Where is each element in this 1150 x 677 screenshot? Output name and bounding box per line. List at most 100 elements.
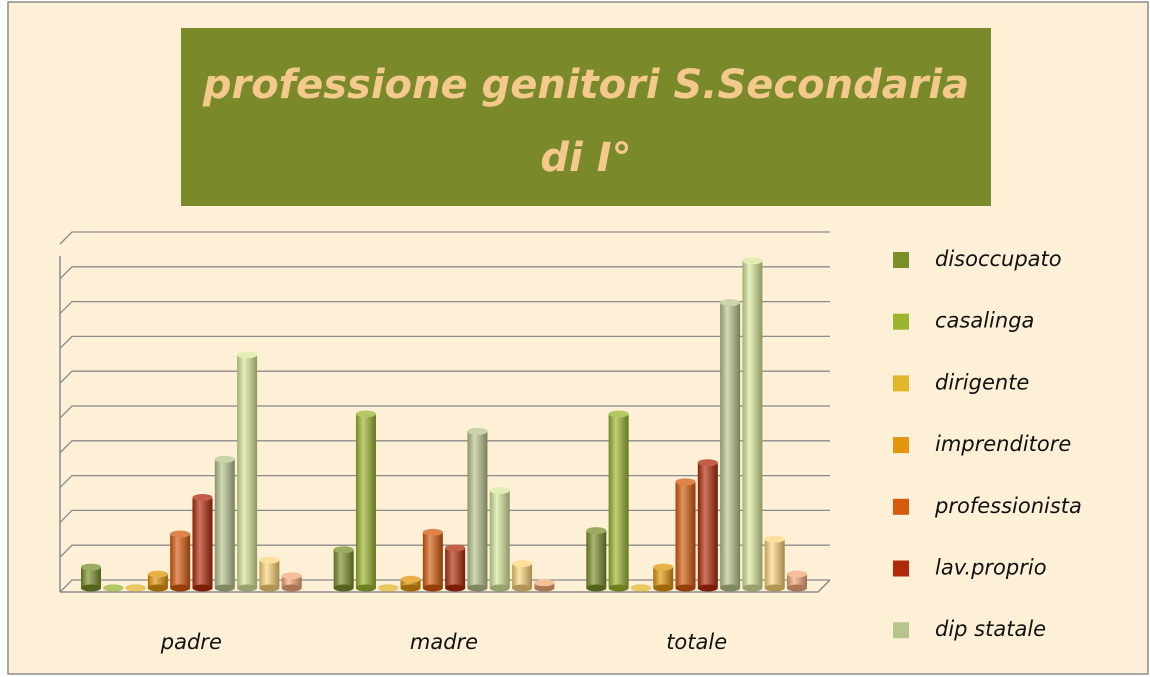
grid-line [59,335,830,349]
bar-base [281,584,302,592]
grid-line [59,440,830,454]
bar-top [630,584,651,592]
legend-swatch [893,313,909,330]
legend-label: dip statale [935,617,1046,641]
bar-top [697,459,718,467]
grid-line [59,544,830,558]
bar [214,459,235,588]
bar-top [512,560,533,568]
bar-top [653,563,674,571]
bar-base [467,584,488,592]
bar-base [214,584,235,592]
bar-top [467,427,488,435]
legend-swatch [893,252,909,268]
bar-top [742,257,763,265]
bar-base [608,584,629,592]
bar-base [489,584,510,592]
bar-top [608,410,629,418]
grid-line [59,405,830,419]
bar-top [378,584,399,592]
bar-top [489,487,510,495]
legend-label: professionista [934,494,1082,518]
bar-top [422,528,443,536]
bar [192,497,213,588]
bar-top [400,575,421,583]
bar-base [697,584,718,592]
bar [237,354,258,588]
grid-line [59,231,830,245]
bar-base [259,584,280,592]
legend-swatch [893,622,909,639]
bar-base [147,584,168,592]
chart-title: professione genitori S.Secondaria [202,62,969,108]
bar-base [333,584,354,592]
legend-swatch [893,560,909,577]
bar [787,574,808,588]
bar [355,414,376,588]
bar-base [720,584,741,592]
bar-base [787,584,808,592]
bar-top [445,544,466,552]
bar-top [192,494,213,502]
legend-label: dirigente [935,370,1029,394]
bar-base [764,584,785,592]
bar-top [259,556,280,564]
bar-top [103,584,124,592]
legend-swatch [893,498,909,515]
title-box [181,28,991,206]
bar-top [675,478,696,486]
bar [697,462,718,588]
bar [467,431,488,588]
legend-label: lav.proprio [935,556,1047,580]
bar-base [192,584,213,592]
axis-line [817,579,831,593]
bar-top [787,570,808,578]
bar-base [675,584,696,592]
x-tick-label: madre [410,630,478,654]
legend-label: casalinga [935,309,1034,333]
bar-top [80,563,101,571]
bar [586,530,607,588]
bar [80,567,101,588]
bar [675,481,696,588]
legend-label: imprenditore [935,432,1071,456]
legend-label: disoccupato [935,247,1062,271]
bar-base [237,584,258,592]
bar-base [170,584,191,592]
grid-line [59,509,830,523]
bar [422,532,443,588]
x-tick-label: padre [160,630,222,654]
bar-top [214,455,235,463]
chart-title: di I° [540,135,631,181]
bar [170,534,191,588]
grid-line [59,300,830,315]
bar-base [586,584,607,592]
bar-top [764,535,785,543]
bar [512,563,533,588]
bar [259,560,280,588]
bar-top [147,570,168,578]
bar-base [653,584,674,592]
bar-base [80,584,101,592]
bar [764,539,785,588]
bar-base [355,584,376,592]
bar-base [400,584,421,592]
bar-top [355,410,376,418]
bar-top [125,584,146,592]
bar-top [170,530,191,538]
bar [720,302,741,588]
bar [400,579,421,588]
bar-top [720,299,741,307]
bar-top [281,572,302,580]
bar-base [742,584,763,592]
bar [608,414,629,588]
x-tick-label: totale [666,630,727,654]
grid-line [59,579,830,593]
bar [742,260,763,588]
grid-line [59,266,830,280]
bar [489,490,510,588]
legend-swatch [893,375,909,392]
bar [653,567,674,588]
legend-swatch [893,437,909,454]
